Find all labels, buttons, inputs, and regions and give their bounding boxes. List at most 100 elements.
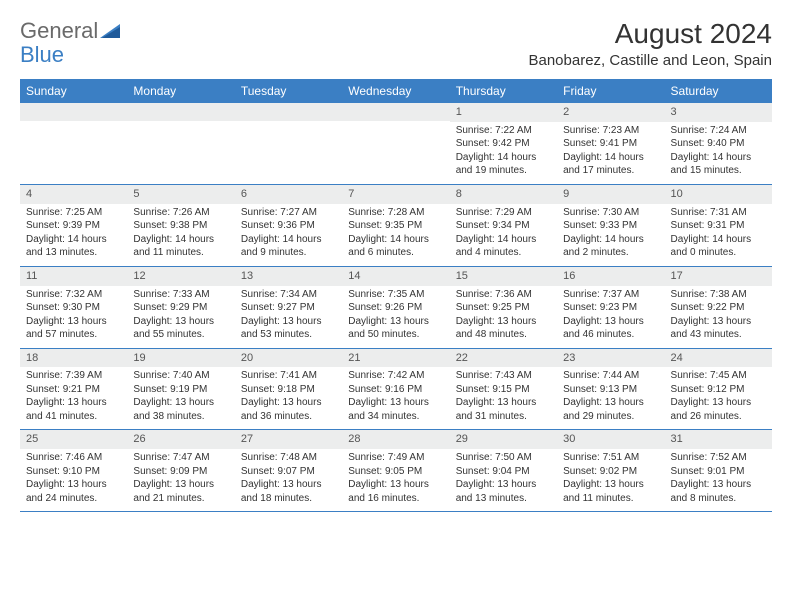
day-details: Sunrise: 7:40 AMSunset: 9:19 PMDaylight:…: [127, 367, 234, 429]
day-details: Sunrise: 7:26 AMSunset: 9:38 PMDaylight:…: [127, 204, 234, 266]
sunrise-text: Sunrise: 7:29 AM: [456, 206, 551, 220]
day-cell: 10Sunrise: 7:31 AMSunset: 9:31 PMDayligh…: [665, 184, 772, 266]
day-number: [342, 103, 449, 121]
day-details: Sunrise: 7:37 AMSunset: 9:23 PMDaylight:…: [557, 286, 664, 348]
sunrise-text: Sunrise: 7:23 AM: [563, 124, 658, 138]
daylight-text: Daylight: 14 hours and 17 minutes.: [563, 151, 658, 178]
sunrise-text: Sunrise: 7:50 AM: [456, 451, 551, 465]
sunset-text: Sunset: 9:40 PM: [671, 137, 766, 151]
sunset-text: Sunset: 9:29 PM: [133, 301, 228, 315]
calendar-table: SundayMondayTuesdayWednesdayThursdayFrid…: [20, 79, 772, 512]
daylight-text: Daylight: 13 hours and 16 minutes.: [348, 478, 443, 505]
daylight-text: Daylight: 13 hours and 48 minutes.: [456, 315, 551, 342]
day-number: 9: [557, 185, 664, 204]
day-number: 15: [450, 267, 557, 286]
day-cell: 3Sunrise: 7:24 AMSunset: 9:40 PMDaylight…: [665, 103, 772, 184]
day-cell: 17Sunrise: 7:38 AMSunset: 9:22 PMDayligh…: [665, 266, 772, 348]
sunset-text: Sunset: 9:13 PM: [563, 383, 658, 397]
day-cell: 13Sunrise: 7:34 AMSunset: 9:27 PMDayligh…: [235, 266, 342, 348]
sunrise-text: Sunrise: 7:32 AM: [26, 288, 121, 302]
day-details: Sunrise: 7:22 AMSunset: 9:42 PMDaylight:…: [450, 122, 557, 184]
day-number: 19: [127, 349, 234, 368]
triangle-icon: [100, 22, 124, 40]
sunset-text: Sunset: 9:39 PM: [26, 219, 121, 233]
sunrise-text: Sunrise: 7:52 AM: [671, 451, 766, 465]
day-number: [127, 103, 234, 121]
sunset-text: Sunset: 9:10 PM: [26, 465, 121, 479]
sunrise-text: Sunrise: 7:30 AM: [563, 206, 658, 220]
day-number: 14: [342, 267, 449, 286]
day-number: 5: [127, 185, 234, 204]
daylight-text: Daylight: 13 hours and 57 minutes.: [26, 315, 121, 342]
day-cell: 28Sunrise: 7:49 AMSunset: 9:05 PMDayligh…: [342, 430, 449, 512]
sunset-text: Sunset: 9:38 PM: [133, 219, 228, 233]
sunrise-text: Sunrise: 7:46 AM: [26, 451, 121, 465]
day-details: Sunrise: 7:27 AMSunset: 9:36 PMDaylight:…: [235, 204, 342, 266]
sunrise-text: Sunrise: 7:35 AM: [348, 288, 443, 302]
day-details: Sunrise: 7:23 AMSunset: 9:41 PMDaylight:…: [557, 122, 664, 184]
sunrise-text: Sunrise: 7:26 AM: [133, 206, 228, 220]
daylight-text: Daylight: 13 hours and 50 minutes.: [348, 315, 443, 342]
day-number: 24: [665, 349, 772, 368]
day-cell: 1Sunrise: 7:22 AMSunset: 9:42 PMDaylight…: [450, 103, 557, 184]
daylight-text: Daylight: 13 hours and 43 minutes.: [671, 315, 766, 342]
day-cell: 7Sunrise: 7:28 AMSunset: 9:35 PMDaylight…: [342, 184, 449, 266]
daylight-text: Daylight: 13 hours and 31 minutes.: [456, 396, 551, 423]
day-details: Sunrise: 7:41 AMSunset: 9:18 PMDaylight:…: [235, 367, 342, 429]
sunset-text: Sunset: 9:23 PM: [563, 301, 658, 315]
sunrise-text: Sunrise: 7:45 AM: [671, 369, 766, 383]
sunset-text: Sunset: 9:33 PM: [563, 219, 658, 233]
day-number: 26: [127, 430, 234, 449]
sunrise-text: Sunrise: 7:28 AM: [348, 206, 443, 220]
daylight-text: Daylight: 14 hours and 19 minutes.: [456, 151, 551, 178]
daylight-text: Daylight: 13 hours and 46 minutes.: [563, 315, 658, 342]
day-number: 11: [20, 267, 127, 286]
day-details: Sunrise: 7:31 AMSunset: 9:31 PMDaylight:…: [665, 204, 772, 266]
col-header: Sunday: [20, 79, 127, 103]
sunset-text: Sunset: 9:09 PM: [133, 465, 228, 479]
daylight-text: Daylight: 13 hours and 11 minutes.: [563, 478, 658, 505]
day-cell: 12Sunrise: 7:33 AMSunset: 9:29 PMDayligh…: [127, 266, 234, 348]
sunset-text: Sunset: 9:21 PM: [26, 383, 121, 397]
logo: General: [20, 18, 124, 44]
sunset-text: Sunset: 9:31 PM: [671, 219, 766, 233]
sunrise-text: Sunrise: 7:38 AM: [671, 288, 766, 302]
day-number: 12: [127, 267, 234, 286]
header-row: SundayMondayTuesdayWednesdayThursdayFrid…: [20, 79, 772, 103]
day-cell: 19Sunrise: 7:40 AMSunset: 9:19 PMDayligh…: [127, 348, 234, 430]
day-cell: 8Sunrise: 7:29 AMSunset: 9:34 PMDaylight…: [450, 184, 557, 266]
day-details: Sunrise: 7:51 AMSunset: 9:02 PMDaylight:…: [557, 449, 664, 511]
sunrise-text: Sunrise: 7:31 AM: [671, 206, 766, 220]
page-title: August 2024: [528, 18, 772, 50]
week-row: 25Sunrise: 7:46 AMSunset: 9:10 PMDayligh…: [20, 430, 772, 512]
day-cell: 24Sunrise: 7:45 AMSunset: 9:12 PMDayligh…: [665, 348, 772, 430]
sunrise-text: Sunrise: 7:40 AM: [133, 369, 228, 383]
daylight-text: Daylight: 13 hours and 13 minutes.: [456, 478, 551, 505]
sunset-text: Sunset: 9:41 PM: [563, 137, 658, 151]
daylight-text: Daylight: 14 hours and 13 minutes.: [26, 233, 121, 260]
day-cell: 31Sunrise: 7:52 AMSunset: 9:01 PMDayligh…: [665, 430, 772, 512]
sunrise-text: Sunrise: 7:36 AM: [456, 288, 551, 302]
sunrise-text: Sunrise: 7:27 AM: [241, 206, 336, 220]
sunset-text: Sunset: 9:27 PM: [241, 301, 336, 315]
daylight-text: Daylight: 14 hours and 0 minutes.: [671, 233, 766, 260]
day-cell: 16Sunrise: 7:37 AMSunset: 9:23 PMDayligh…: [557, 266, 664, 348]
col-header: Wednesday: [342, 79, 449, 103]
day-number: 16: [557, 267, 664, 286]
day-details: Sunrise: 7:52 AMSunset: 9:01 PMDaylight:…: [665, 449, 772, 511]
day-cell: 5Sunrise: 7:26 AMSunset: 9:38 PMDaylight…: [127, 184, 234, 266]
day-cell: 25Sunrise: 7:46 AMSunset: 9:10 PMDayligh…: [20, 430, 127, 512]
col-header: Thursday: [450, 79, 557, 103]
sunrise-text: Sunrise: 7:22 AM: [456, 124, 551, 138]
sunrise-text: Sunrise: 7:39 AM: [26, 369, 121, 383]
sunrise-text: Sunrise: 7:42 AM: [348, 369, 443, 383]
day-details: Sunrise: 7:50 AMSunset: 9:04 PMDaylight:…: [450, 449, 557, 511]
day-number: 28: [342, 430, 449, 449]
daylight-text: Daylight: 13 hours and 18 minutes.: [241, 478, 336, 505]
day-number: 13: [235, 267, 342, 286]
sunrise-text: Sunrise: 7:25 AM: [26, 206, 121, 220]
week-row: 4Sunrise: 7:25 AMSunset: 9:39 PMDaylight…: [20, 184, 772, 266]
day-number: 7: [342, 185, 449, 204]
day-number: [235, 103, 342, 121]
sunset-text: Sunset: 9:12 PM: [671, 383, 766, 397]
